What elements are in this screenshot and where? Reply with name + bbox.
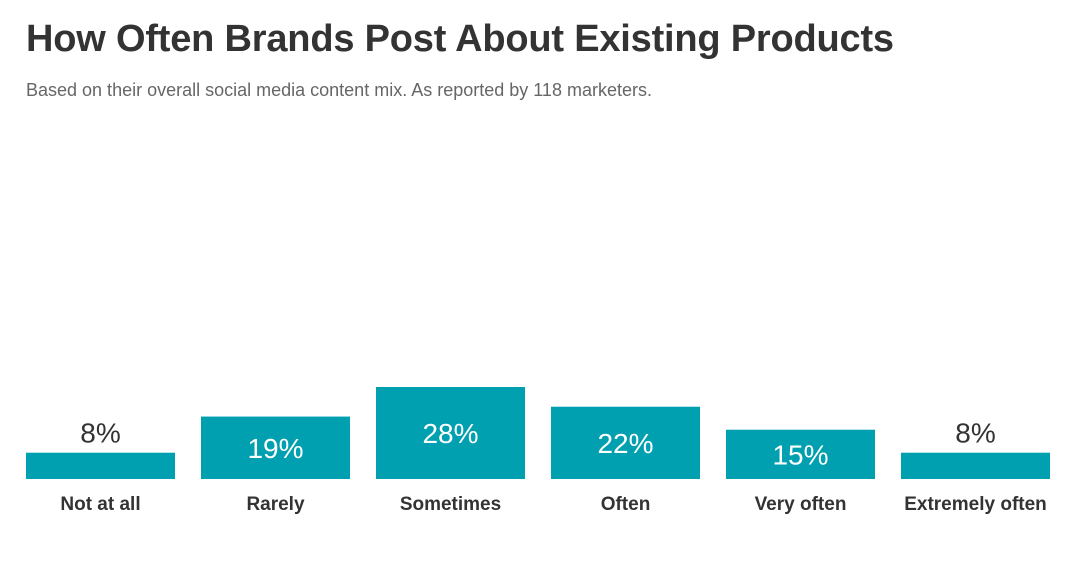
bar-group	[26, 387, 1050, 479]
value-label: 19%	[247, 433, 303, 464]
category-label: Rarely	[246, 494, 305, 515]
value-label: 28%	[422, 418, 478, 449]
category-label: Not at all	[60, 494, 140, 515]
category-label-group: Not at all Rarely Sometimes Often Very often…	[60, 494, 1046, 515]
bar-often	[551, 406, 700, 479]
value-label-group: 8% 19% 28% 22% 15% 8%	[80, 418, 995, 471]
bar-not-at-all	[26, 452, 175, 479]
value-label: 8%	[955, 418, 995, 449]
category-label: Very often	[755, 494, 847, 515]
bar-rarely	[201, 416, 350, 479]
bar-very-often	[726, 429, 875, 479]
chart-subtitle: Based on their overall social media cont…	[26, 80, 652, 100]
value-label: 15%	[772, 439, 828, 470]
category-label: Sometimes	[400, 494, 501, 515]
chart-title: How Often Brands Post About Existing Pro…	[26, 18, 894, 60]
category-label: Extremely often	[904, 494, 1047, 515]
bar-sometimes	[376, 387, 525, 479]
category-label: Often	[601, 494, 651, 515]
value-label: 8%	[80, 418, 120, 449]
bar-extremely-often	[901, 452, 1050, 479]
value-label: 22%	[597, 428, 653, 459]
